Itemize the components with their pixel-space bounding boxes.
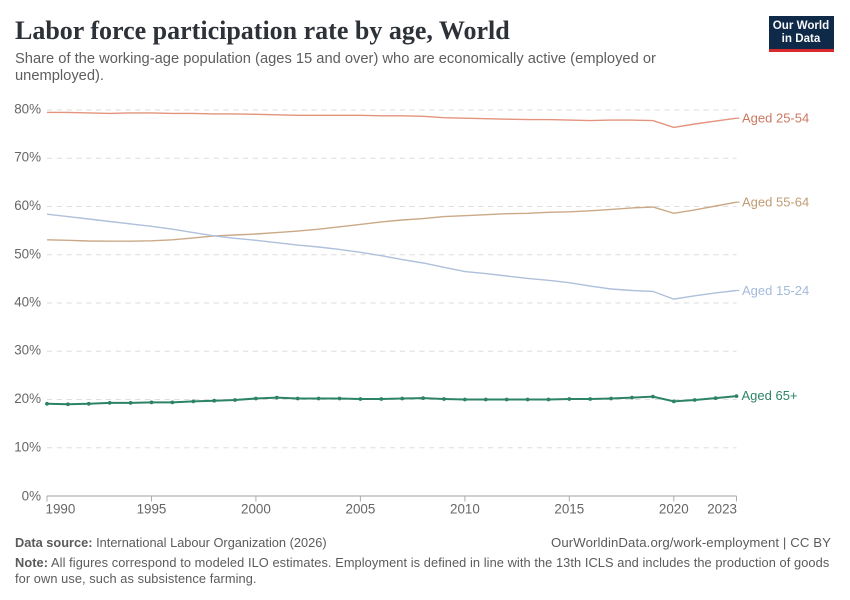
svg-text:70%: 70% (14, 150, 41, 165)
svg-text:10%: 10% (14, 439, 41, 454)
svg-text:80%: 80% (14, 102, 41, 117)
svg-text:30%: 30% (14, 343, 41, 358)
svg-text:2010: 2010 (450, 502, 480, 517)
svg-text:50%: 50% (14, 246, 41, 261)
svg-text:1990: 1990 (46, 502, 76, 517)
svg-text:Aged 15-24: Aged 15-24 (742, 283, 809, 298)
svg-text:0%: 0% (22, 489, 41, 504)
svg-text:Aged 25-54: Aged 25-54 (742, 111, 809, 126)
svg-text:2005: 2005 (346, 502, 376, 517)
svg-text:2000: 2000 (241, 502, 271, 517)
svg-text:2020: 2020 (659, 502, 689, 517)
svg-text:2015: 2015 (554, 502, 584, 517)
svg-text:2023: 2023 (707, 502, 737, 517)
svg-text:40%: 40% (14, 295, 41, 310)
svg-text:Aged 65+: Aged 65+ (742, 388, 798, 403)
svg-text:Aged 55-64: Aged 55-64 (742, 195, 809, 210)
svg-text:60%: 60% (14, 198, 41, 213)
svg-text:1995: 1995 (137, 502, 167, 517)
svg-text:20%: 20% (14, 391, 41, 406)
